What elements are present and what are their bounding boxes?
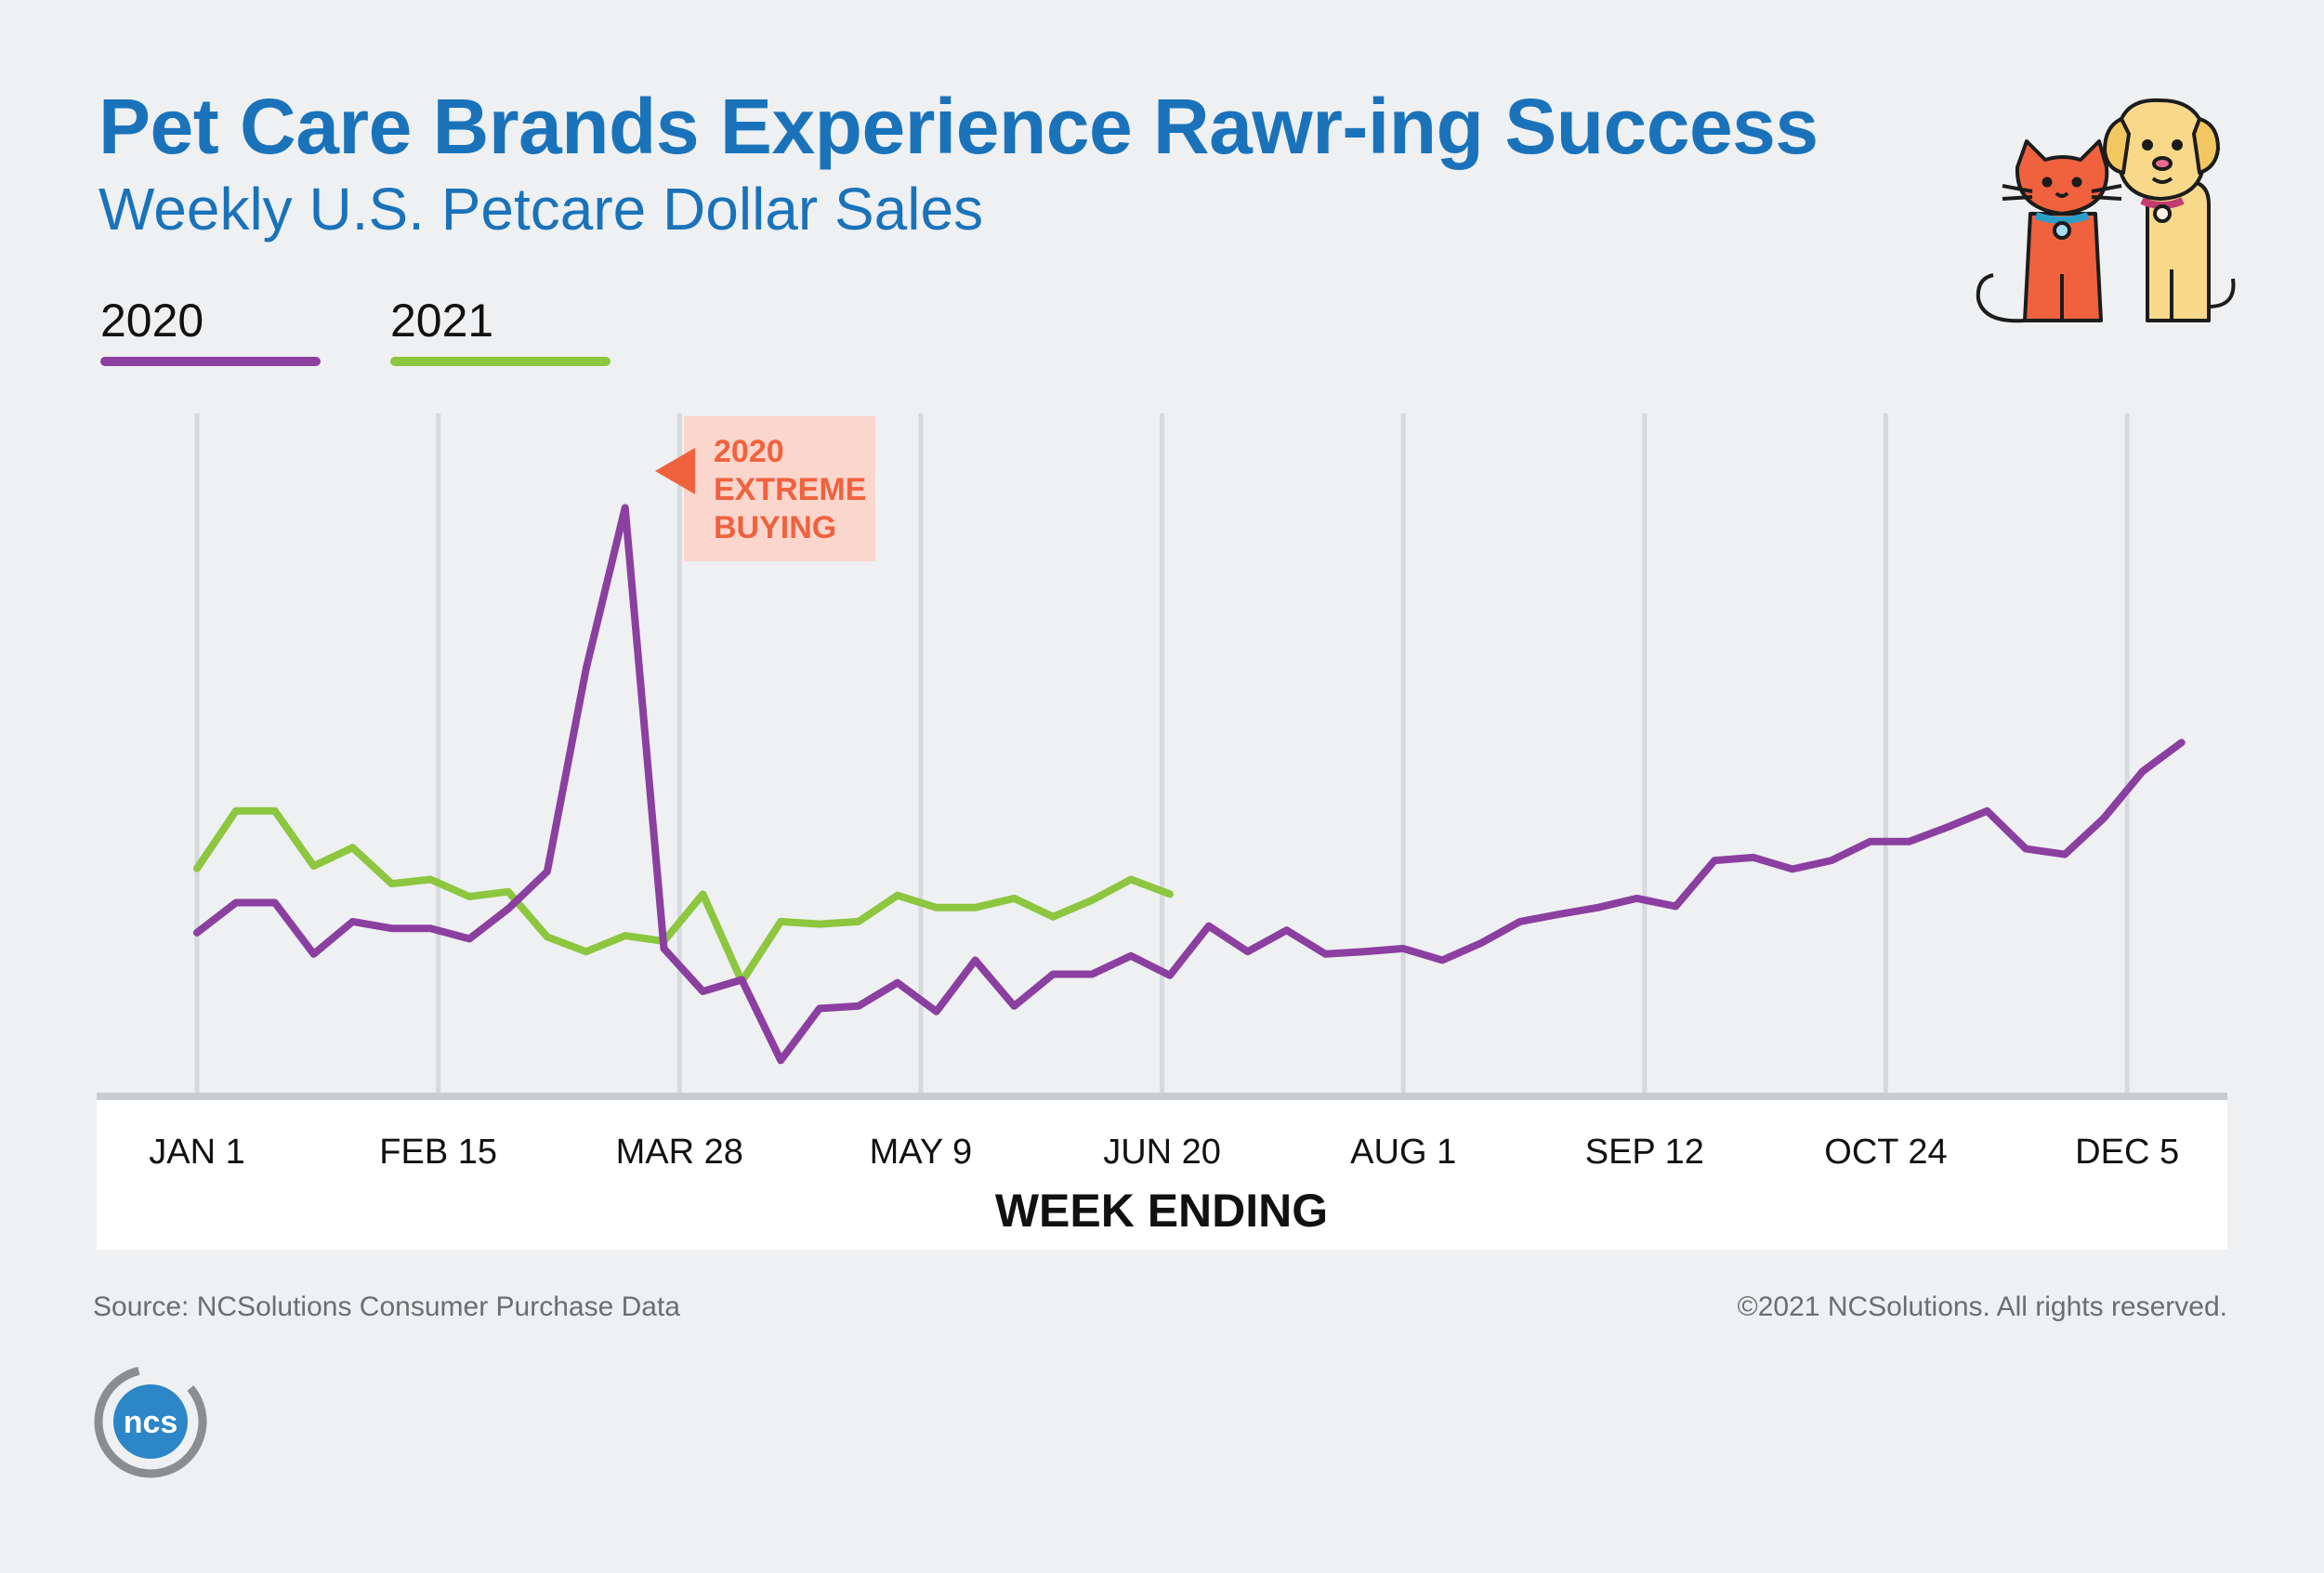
series-lines: [193, 504, 2186, 1065]
pets-illustration: [1965, 93, 2244, 339]
annotation-arrow-icon: [655, 448, 695, 494]
x-axis-title: WEEK ENDING: [995, 1185, 1328, 1237]
x-tick-label: MAY 9: [870, 1133, 973, 1172]
legend-item-2020: 2020: [100, 294, 321, 366]
x-tick-label: JUN 20: [1103, 1133, 1221, 1172]
series-line-2021: [193, 806, 1174, 986]
annotation-box: [684, 416, 875, 561]
legend-label-2021: 2021: [390, 295, 494, 347]
x-tick-label: MAR 28: [616, 1133, 743, 1172]
annotation-line-3: BUYING: [714, 510, 836, 545]
annotation-line-2: EXTREME: [714, 472, 866, 507]
x-tick-labels: JAN 1 FEB 15 MAR 28 MAY 9 JUN 20 AUG 1 SEP 12 O…: [149, 1133, 2179, 1172]
x-tick-label: SEP 12: [1585, 1133, 1704, 1172]
legend-swatch-2021: [390, 357, 611, 366]
gridlines: [194, 413, 2130, 1096]
x-tick-label: FEB 15: [379, 1133, 497, 1172]
legend-swatch-2020: [100, 357, 321, 366]
dog-icon: [2103, 98, 2236, 322]
copyright-note: ©2021 NCSolutions. All rights reserved.: [1737, 1291, 2227, 1322]
annotation-line-1: 2020: [714, 434, 784, 469]
series-line-2020: [193, 504, 2186, 1065]
logo-text: ncs: [124, 1405, 178, 1440]
annotation-callout: 2020 EXTREME BUYING: [655, 416, 875, 561]
chart-title: Pet Care Brands Experience Rawr-ing Succ…: [98, 83, 1818, 170]
cat-icon: [1976, 139, 2122, 323]
legend-label-2020: 2020: [100, 295, 204, 347]
x-tick-label: AUG 1: [1350, 1133, 1456, 1172]
x-axis-band: [97, 1096, 2227, 1250]
x-tick-label: DEC 5: [2075, 1133, 2179, 1172]
legend-item-2021: 2021: [390, 294, 611, 366]
source-note: Source: NCSolutions Consumer Purchase Da…: [93, 1291, 680, 1322]
chart-subtitle: Weekly U.S. Petcare Dollar Sales: [98, 176, 984, 243]
ncs-logo-icon: ncs: [93, 1362, 214, 1488]
x-tick-label: JAN 1: [149, 1133, 244, 1172]
x-tick-label: OCT 24: [1824, 1133, 1947, 1172]
